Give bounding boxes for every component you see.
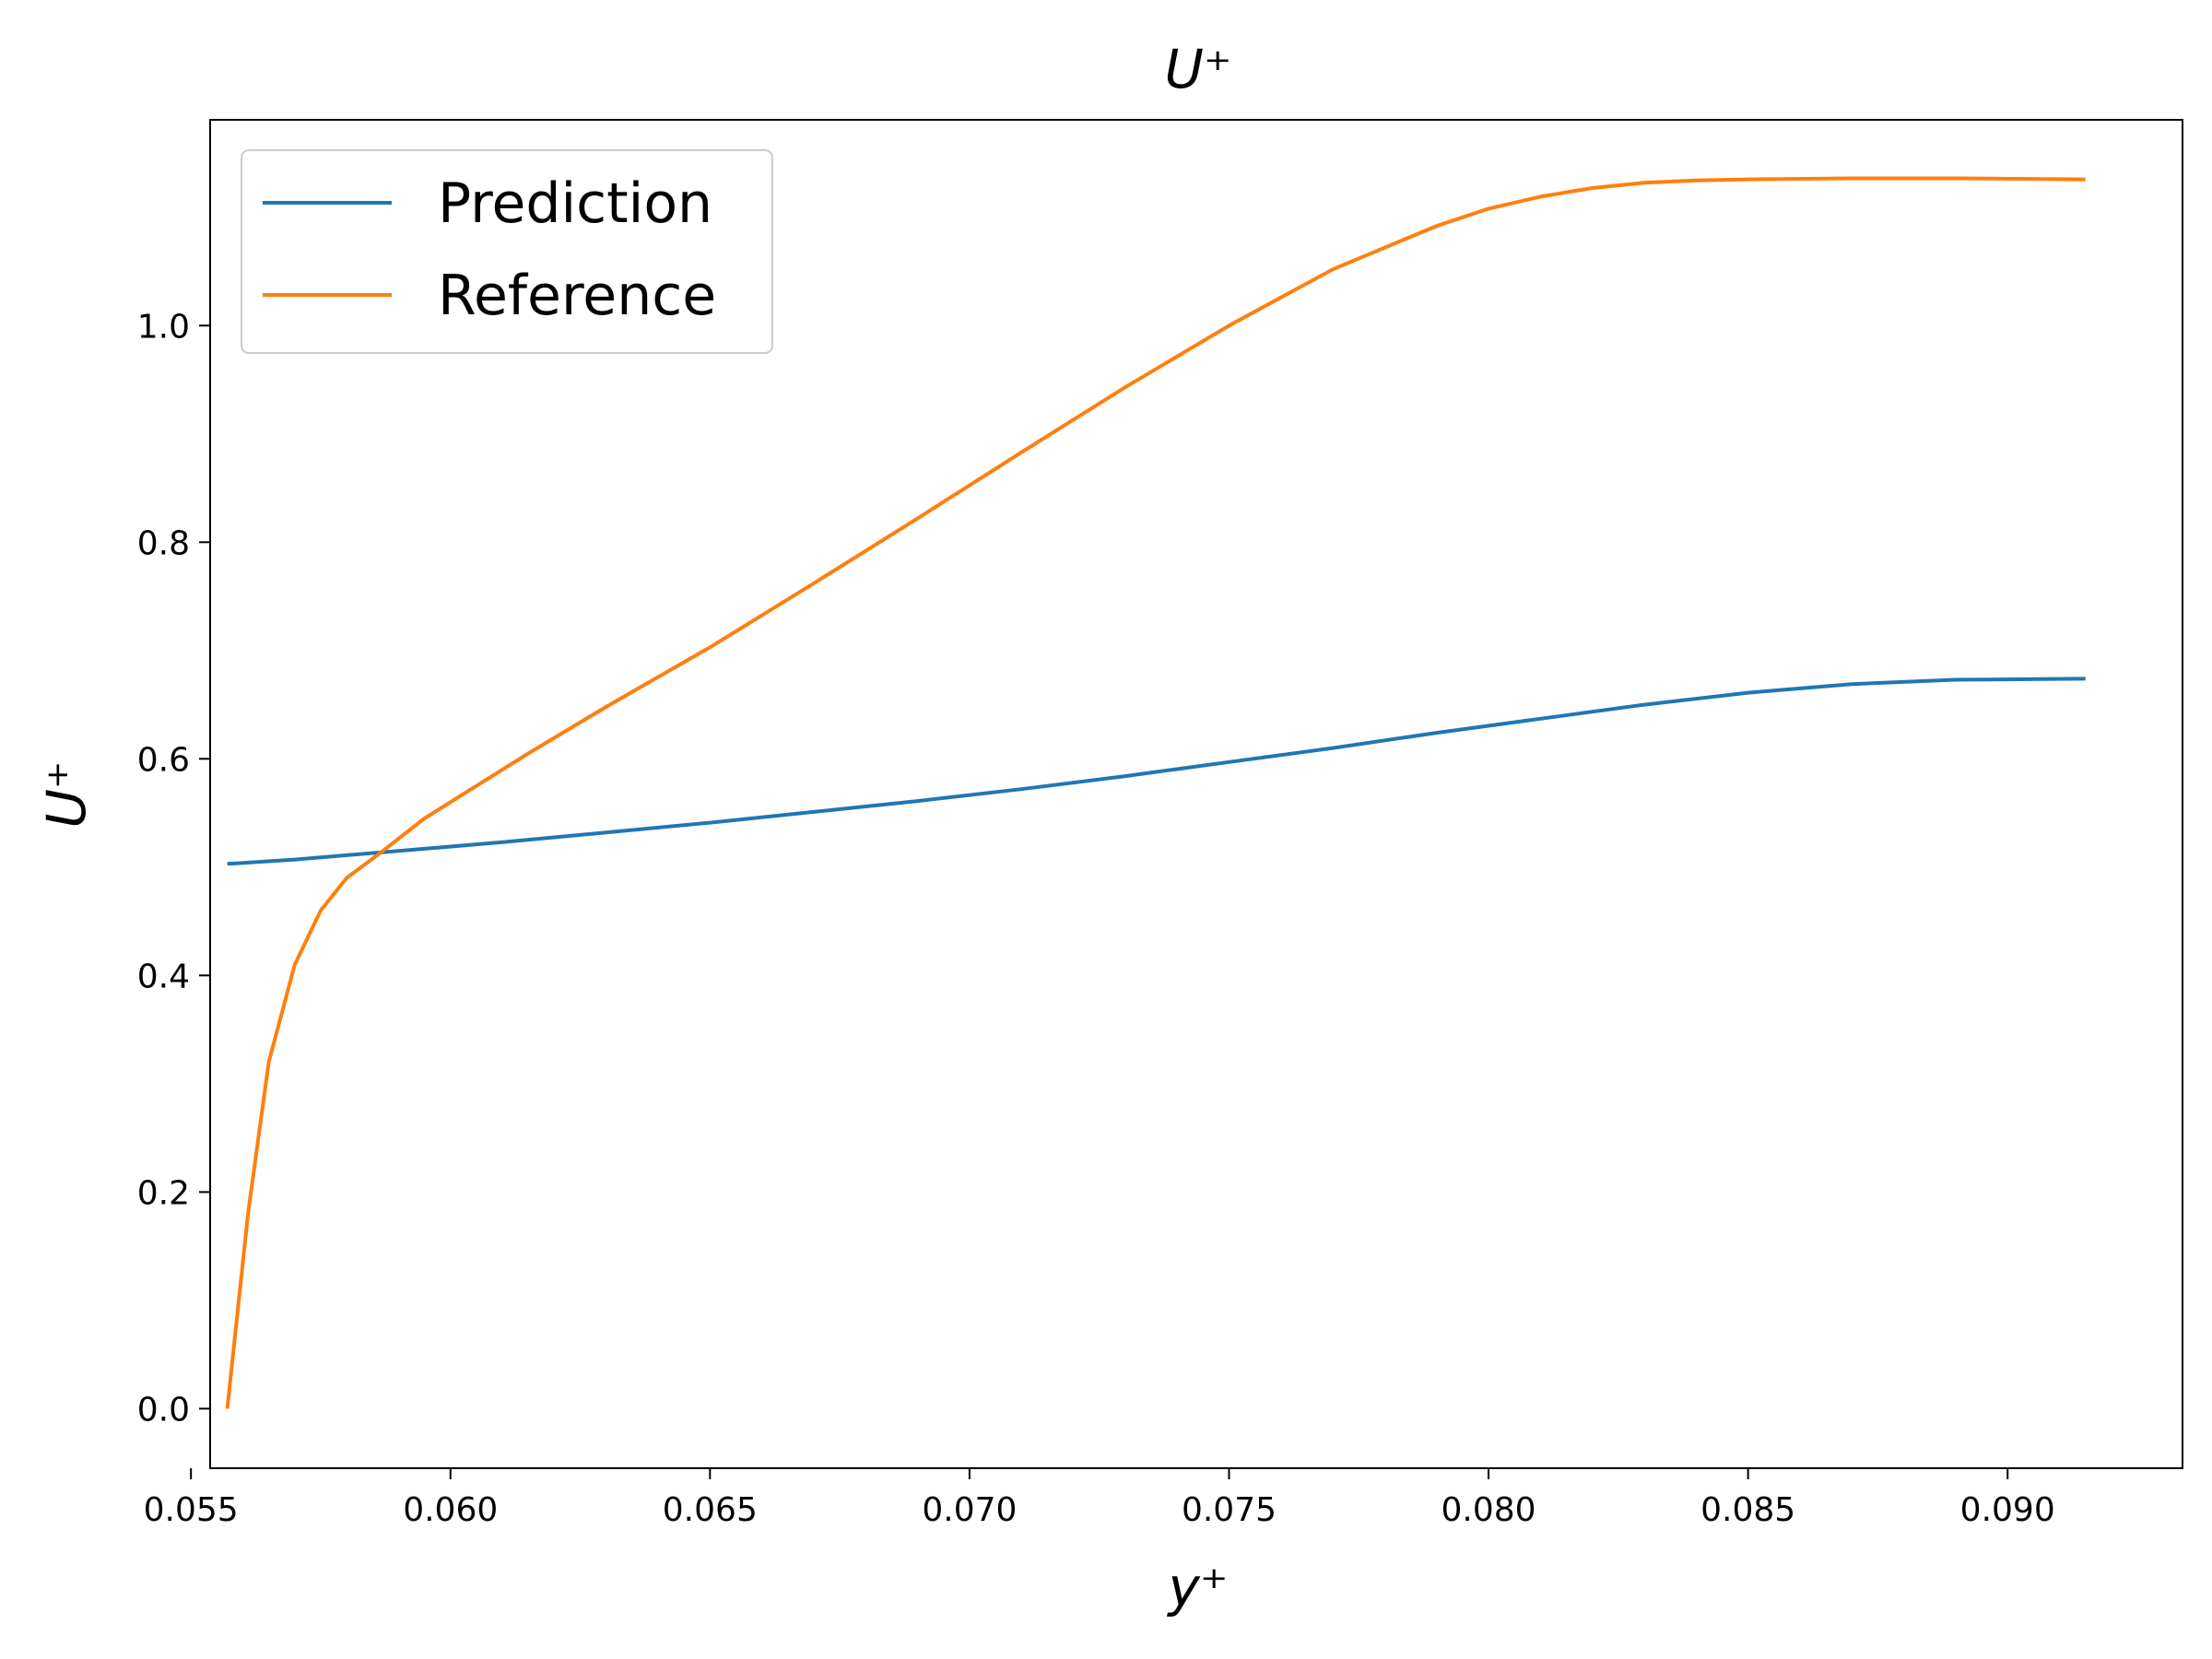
x-tick-label: 0.055 [144, 1491, 239, 1529]
x-tick-label: 0.085 [1700, 1491, 1795, 1529]
y-tick-label: 0.4 [137, 958, 190, 995]
series-layer [225, 176, 2086, 1409]
y-tick-label: 0.2 [137, 1174, 190, 1212]
x-tick-label: 0.075 [1182, 1491, 1277, 1529]
plot-area-frame [209, 119, 2183, 1469]
y-tick-label: 0.8 [137, 524, 190, 562]
series-line-prediction [227, 677, 2086, 866]
x-axis-ticks: 0.055 0.060 0.065 0.070 0.075 0.080 0.085 0.090 [144, 1468, 2055, 1529]
x-tick-label: 0.065 [663, 1491, 758, 1529]
x-tick-label: 0.060 [403, 1491, 498, 1529]
y-axis-title: U⁺ [35, 760, 98, 828]
chart-title: U⁺ [1164, 38, 1231, 100]
x-tick-label: 0.070 [922, 1491, 1017, 1529]
legend-label-prediction: Prediction [438, 171, 712, 236]
y-tick-label: 0.6 [137, 741, 190, 779]
series-line-reference [225, 176, 2086, 1409]
x-tick-label: 0.090 [1960, 1491, 2055, 1529]
y-tick-label: 0.0 [137, 1391, 190, 1429]
legend: Prediction Reference [241, 149, 773, 354]
x-tick-label: 0.080 [1441, 1491, 1536, 1529]
y-axis-ticks: 0.0 0.2 0.4 0.6 0.8 1.0 [137, 308, 210, 1429]
x-axis-title: y⁺ [1167, 1556, 1229, 1618]
y-tick-label: 1.0 [137, 308, 190, 346]
legend-label-reference: Reference [438, 264, 716, 328]
